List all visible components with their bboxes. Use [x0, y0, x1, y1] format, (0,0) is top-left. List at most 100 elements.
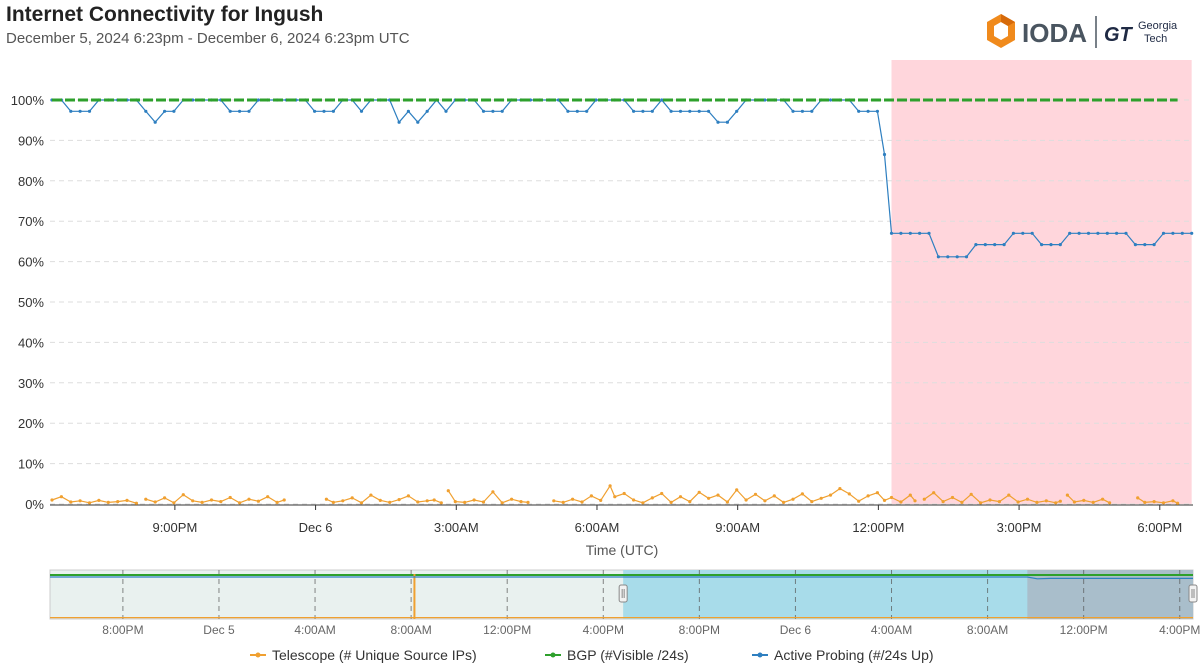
telescope-point [725, 500, 730, 504]
navigator-left-handle[interactable] [618, 584, 628, 603]
navigator-tick-label: Dec 6 [780, 623, 812, 637]
active_probing-point [882, 152, 887, 157]
active_probing-point [322, 109, 326, 113]
telescope-point [1108, 501, 1112, 505]
telescope-point [526, 500, 530, 504]
gt-monogram-icon: GT [1104, 24, 1134, 46]
telescope-point [599, 498, 603, 502]
outage-band-layer [891, 60, 1192, 504]
legend-label: Telescope (# Unique Source IPs) [272, 647, 477, 663]
telescope-line [51, 496, 137, 504]
telescope-point [650, 496, 654, 500]
active_probing-point [172, 109, 176, 113]
active_probing-point [650, 109, 654, 113]
active_probing-point [425, 109, 429, 113]
ioda-logo-text: IODA [1022, 18, 1087, 48]
telescope-point [1176, 501, 1180, 505]
telescope-point [763, 499, 767, 503]
navigator-right-handle[interactable] [1188, 584, 1198, 603]
legend-item-active-probing[interactable]: Active Probing (#/24s Up) [752, 647, 934, 663]
active_probing-point [331, 109, 335, 113]
x-tick-label: Dec 6 [299, 520, 333, 535]
telescope-point [622, 491, 626, 496]
active_probing-point [964, 255, 969, 259]
telescope-point [969, 492, 973, 496]
active_probing-point [1002, 243, 1006, 247]
active_probing-point [660, 98, 664, 102]
telescope-point [1091, 500, 1095, 504]
telescope-point [1171, 499, 1175, 503]
handle-grip[interactable] [1188, 584, 1198, 603]
telescope-point [463, 500, 467, 504]
active_probing-point [1161, 231, 1166, 235]
telescope-point [247, 497, 251, 501]
telescope-point [932, 491, 936, 495]
telescope-point [678, 495, 683, 499]
active_probing-point [1180, 231, 1184, 235]
navigator-tick-label: 12:00PM [483, 623, 531, 637]
active_probing-point [1030, 231, 1034, 235]
telescope-line [553, 484, 916, 504]
navigator-tick-label: 12:00PM [1060, 623, 1108, 637]
telescope-point [1007, 493, 1011, 497]
x-tick-label: 3:00PM [997, 520, 1042, 535]
telescope-point [153, 500, 157, 504]
x-tick-label: 9:00PM [152, 520, 197, 535]
telescope-point [697, 490, 701, 494]
telescope-point [660, 491, 664, 496]
legend-label: BGP (#Visible /24s) [567, 647, 689, 663]
telescope-point [172, 501, 176, 505]
active_probing-point [993, 243, 997, 247]
telescope-point [997, 500, 1002, 504]
date-range-subtitle: December 5, 2024 6:23pm - December 6, 20… [6, 30, 410, 47]
legend-item-telescope[interactable]: Telescope (# Unique Source IPs) [250, 647, 477, 663]
telescope-point [181, 493, 185, 497]
ioda-logo[interactable]: IODA GT Georgia Tech [984, 12, 1190, 52]
active_probing-point [875, 109, 880, 113]
active_probing-point [594, 98, 598, 102]
telescope-point [439, 501, 443, 505]
y-tick-label: 20% [18, 416, 44, 431]
navigator-tick-label: 4:00AM [871, 623, 912, 637]
legend-item-bgp[interactable]: BGP (#Visible /24s) [545, 647, 689, 663]
active_probing-point [763, 98, 767, 102]
y-tick-label: 30% [18, 376, 44, 391]
x-axis: 9:00PM Dec 6 3:00AM 6:00AM 9:00AM 12:00PM 3:00… [50, 504, 1193, 535]
telescope-point [1072, 500, 1076, 504]
legend-swatch-marker [550, 652, 556, 658]
telescope-point [209, 498, 214, 502]
active_probing-point [678, 109, 683, 113]
active_probing-point [946, 255, 950, 259]
active_probing-point [1068, 231, 1072, 235]
handle-grip[interactable] [618, 584, 628, 603]
active_probing-point [1152, 243, 1156, 247]
telescope-point [369, 493, 373, 497]
telescope-point [106, 500, 110, 504]
active_probing-point [78, 109, 82, 113]
active_probing-point [406, 109, 410, 113]
telescope-point [688, 500, 692, 504]
telescope-point [519, 500, 523, 504]
navigator-tick-label: 4:00PM [1159, 623, 1200, 637]
navigator-tick-label: 8:00PM [102, 623, 143, 637]
range-navigator[interactable]: 8:00PM Dec 5 4:00AM 8:00AM 12:00PM 4:00PM 8:00… [49, 569, 1200, 637]
active_probing-point [955, 255, 959, 259]
telescope-point [163, 496, 167, 500]
active_probing-point [857, 109, 861, 113]
telescope-point [331, 500, 335, 504]
active_probing-point [1105, 231, 1109, 235]
telescope-point [941, 500, 945, 504]
active_probing-point [238, 109, 242, 113]
telescope-point [772, 494, 776, 498]
telescope-point [707, 496, 711, 500]
telescope-point [472, 498, 476, 502]
active_probing-point [228, 109, 232, 113]
legend-label: Active Probing (#/24s Up) [774, 647, 934, 663]
telescope-point [988, 498, 992, 502]
telescope-point [388, 500, 392, 504]
telescope-point [561, 500, 565, 504]
active_probing-point [500, 109, 504, 113]
active_probing-point [566, 109, 570, 113]
active_probing-point [87, 109, 92, 113]
